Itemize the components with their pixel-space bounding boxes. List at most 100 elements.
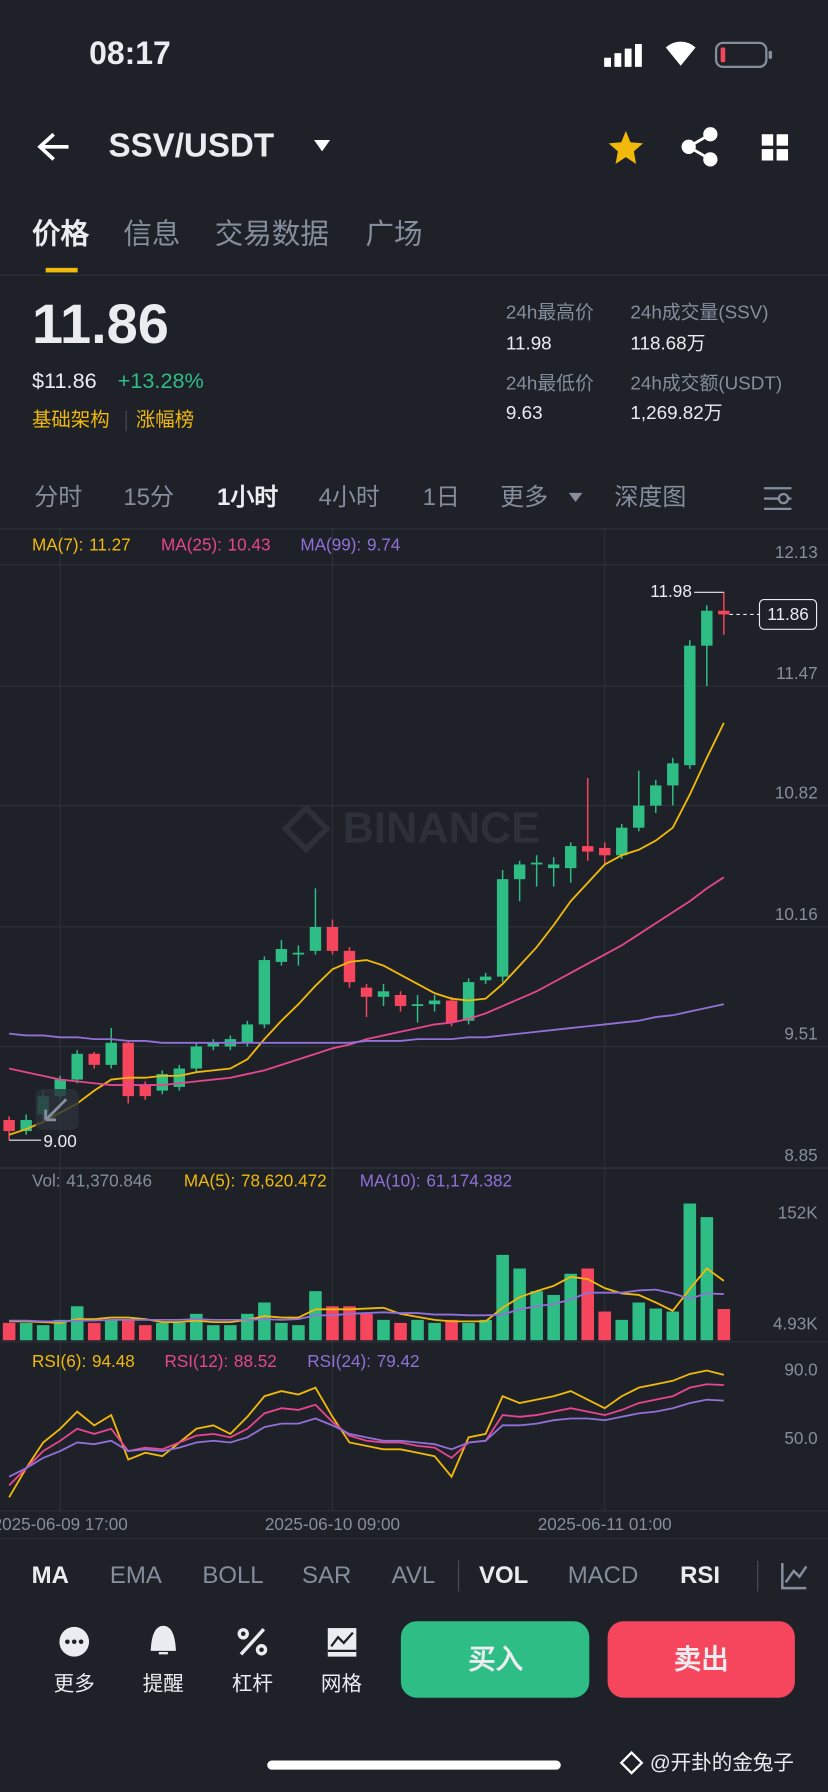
- credit: @开卦的金兔子: [650, 1751, 794, 1774]
- volume-bar: [207, 1325, 220, 1341]
- candle-body: [718, 610, 730, 615]
- volume-bar: [666, 1311, 680, 1341]
- candle-body: [599, 847, 611, 856]
- tab[interactable]: 信息: [123, 218, 180, 250]
- indicator[interactable]: BOLL: [202, 1562, 263, 1589]
- sell-label[interactable]: 卖出: [674, 1643, 729, 1674]
- pair-title[interactable]: SSV/USDT: [108, 128, 274, 165]
- layout-button[interactable]: [761, 134, 789, 161]
- volume-bar: [496, 1254, 509, 1341]
- interval[interactable]: 1小时: [217, 484, 278, 511]
- sell-button[interactable]: [607, 1621, 795, 1698]
- indicator-settings[interactable]: [781, 1562, 808, 1590]
- series-line: [8, 722, 725, 1136]
- volume-bar: [377, 1319, 390, 1341]
- indicator[interactable]: RSI: [680, 1562, 720, 1589]
- legend-entry: MA(5): 78,620.472: [184, 1170, 327, 1190]
- interval[interactable]: 更多: [500, 484, 548, 511]
- indicator[interactable]: MACD: [568, 1562, 639, 1589]
- candle-body: [650, 785, 662, 806]
- volume-bar: [649, 1308, 663, 1341]
- indicator[interactable]: VOL: [479, 1562, 528, 1589]
- y-tick-label: 10.16: [775, 904, 818, 924]
- tool-label[interactable]: 网格: [321, 1673, 363, 1696]
- tag[interactable]: 基础架构: [32, 409, 110, 431]
- interval[interactable]: 深度图: [614, 484, 686, 511]
- legend-value: 10.43: [228, 534, 271, 554]
- volume-bar: [156, 1322, 169, 1341]
- indicator[interactable]: SAR: [302, 1562, 351, 1589]
- stat-value: 1,269.82万: [630, 402, 722, 423]
- tool-label[interactable]: 提醒: [143, 1673, 184, 1696]
- candle-body: [513, 864, 526, 880]
- candle-body: [377, 991, 390, 997]
- volume-bar: [564, 1273, 577, 1341]
- interval[interactable]: 15分: [123, 484, 174, 511]
- legend-name: MA(7):: [32, 534, 83, 554]
- volume-bar: [70, 1306, 84, 1341]
- legend-value: 11.27: [89, 534, 131, 554]
- tag[interactable]: 涨幅榜: [136, 409, 194, 431]
- candle-body: [190, 1046, 203, 1069]
- interval[interactable]: 1日: [423, 484, 460, 511]
- back-button[interactable]: [37, 132, 69, 161]
- legend-name: MA(5):: [184, 1170, 235, 1190]
- series-line: [9, 1288, 724, 1323]
- candle-body: [428, 1000, 441, 1005]
- candle-body: [71, 1053, 83, 1080]
- more-dropdown[interactable]: [568, 492, 583, 502]
- favorite-star[interactable]: [608, 130, 643, 164]
- candle-body: [684, 645, 696, 766]
- candle-body: [20, 1120, 32, 1132]
- volume-bar: [2, 1322, 16, 1341]
- home-indicator: [267, 1760, 561, 1770]
- signal-icon: [604, 44, 642, 67]
- candle-body: [105, 1042, 117, 1065]
- buy-label[interactable]: 买入: [468, 1643, 523, 1674]
- indicator[interactable]: EMA: [110, 1562, 162, 1589]
- legend-value: 94.48: [92, 1350, 135, 1370]
- tool-label[interactable]: 更多: [54, 1673, 95, 1696]
- more-icon[interactable]: [59, 1626, 90, 1657]
- volume-bar: [547, 1294, 560, 1341]
- buy-button[interactable]: [400, 1621, 590, 1698]
- candle-body: [547, 864, 560, 869]
- stat-value: 11.98: [506, 332, 552, 353]
- interval[interactable]: 分时: [34, 484, 82, 511]
- chart-settings[interactable]: [764, 487, 792, 510]
- legend-entry: RSI(6): 94.48: [32, 1350, 135, 1370]
- pair-dropdown[interactable]: [314, 139, 331, 152]
- interval[interactable]: 4小时: [319, 484, 380, 511]
- volume-bar: [138, 1325, 152, 1341]
- volume-bar: [581, 1268, 594, 1341]
- indicator[interactable]: MA: [32, 1562, 69, 1589]
- candle-body: [207, 1042, 220, 1047]
- credit-icon: [619, 1750, 644, 1775]
- expand-button[interactable]: [35, 1089, 79, 1131]
- volume-bar: [343, 1306, 356, 1341]
- grid-icon[interactable]: [327, 1628, 357, 1657]
- tool-label[interactable]: 杠杆: [232, 1673, 273, 1696]
- volume-bar: [700, 1217, 714, 1341]
- candle-body: [616, 827, 628, 856]
- watermark: BINANCE: [281, 804, 540, 854]
- x-tick-label: 2025-06-10 09:00: [265, 1514, 400, 1534]
- tag-separator: [125, 410, 127, 432]
- alert-icon[interactable]: [150, 1625, 176, 1655]
- volume-bar: [87, 1322, 101, 1341]
- share-button[interactable]: [681, 127, 718, 167]
- volume-bar: [445, 1319, 458, 1341]
- tab[interactable]: 广场: [365, 218, 422, 250]
- volume-bar: [104, 1319, 118, 1341]
- candle-body: [411, 1004, 424, 1007]
- leverage-icon[interactable]: [237, 1628, 268, 1656]
- tab[interactable]: 交易数据: [215, 218, 329, 250]
- stat-label: 24h成交额(USDT): [630, 372, 782, 393]
- series-line: [9, 1003, 725, 1044]
- candle-body: [530, 862, 543, 865]
- tab[interactable]: 价格: [32, 218, 90, 250]
- legend-name: MA(10):: [360, 1170, 421, 1190]
- indicator[interactable]: AVL: [392, 1562, 436, 1589]
- legend-value: 78,620.472: [241, 1170, 327, 1190]
- volume-bar: [428, 1322, 441, 1341]
